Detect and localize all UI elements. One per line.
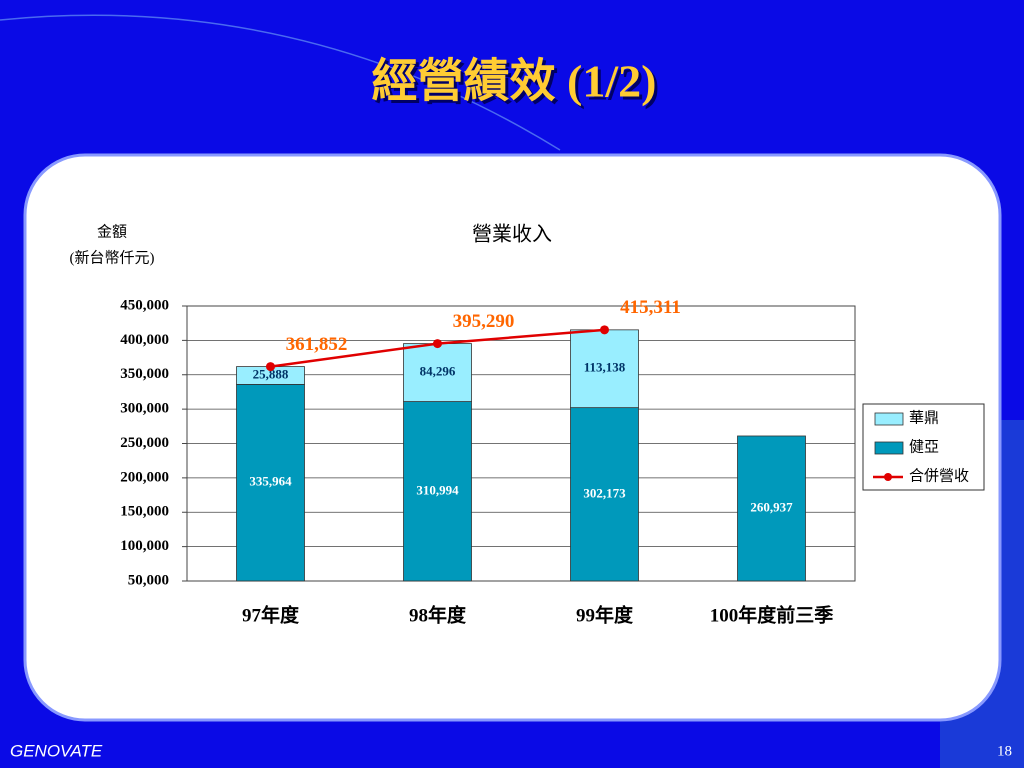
legend-swatch [884,473,892,481]
value-label: 415,311 [620,297,681,318]
value-label: 310,994 [416,482,459,497]
value-label: 395,290 [453,311,515,332]
slide-title-shadow: 經營績效 (1/2) [375,59,660,110]
page-number: 18 [997,743,1012,759]
value-label: 113,138 [584,360,626,375]
y-tick-label: 200,000 [120,469,169,485]
bar-segment [570,407,639,582]
line-point [266,362,275,372]
x-tick-label: 97年度 [242,603,300,626]
bar-segment [403,401,472,582]
value-label: 361,852 [286,334,348,355]
decor-curve [0,14,561,151]
value-label: 335,964 [249,474,292,489]
legend-label: 華鼎 [909,409,939,426]
y-tick-label: 350,000 [120,366,169,382]
footer: GENOVATE [10,741,103,760]
value-label: 260,937 [750,499,793,514]
legend-swatch [874,441,904,455]
bar-segment [570,329,639,409]
bar-segment [737,435,806,582]
value-label: 25,888 [253,366,289,381]
chart-title: 營業收入 [472,223,552,246]
y-tick-label: 300,000 [120,401,169,417]
x-tick-label: 99年度 [576,603,634,626]
bar-segment [403,343,472,402]
y-tick-label: 150,000 [120,504,169,520]
y-tick-label: 450,000 [120,297,169,313]
x-tick-label: 100年度前三季 [710,603,834,626]
y-tick-label: 250,000 [120,435,169,451]
y-tick-label: 100,000 [120,538,169,554]
legend-label: 合併營收 [909,467,969,484]
value-label: 302,173 [583,485,626,500]
y-axis-label: (新台幣仟元) [70,249,155,266]
slide-title: 經營績效 (1/2) [372,56,657,107]
legend-label: 健亞 [909,438,939,455]
legend-swatch [874,412,904,426]
line-point [433,339,442,349]
y-axis-label: 金額 [97,223,127,240]
line-point [600,325,609,335]
bar-segment [236,383,305,582]
value-label: 84,296 [420,364,456,379]
y-tick-label: 50,000 [128,572,169,588]
x-tick-label: 98年度 [409,603,467,626]
y-tick-label: 400,000 [120,332,169,348]
